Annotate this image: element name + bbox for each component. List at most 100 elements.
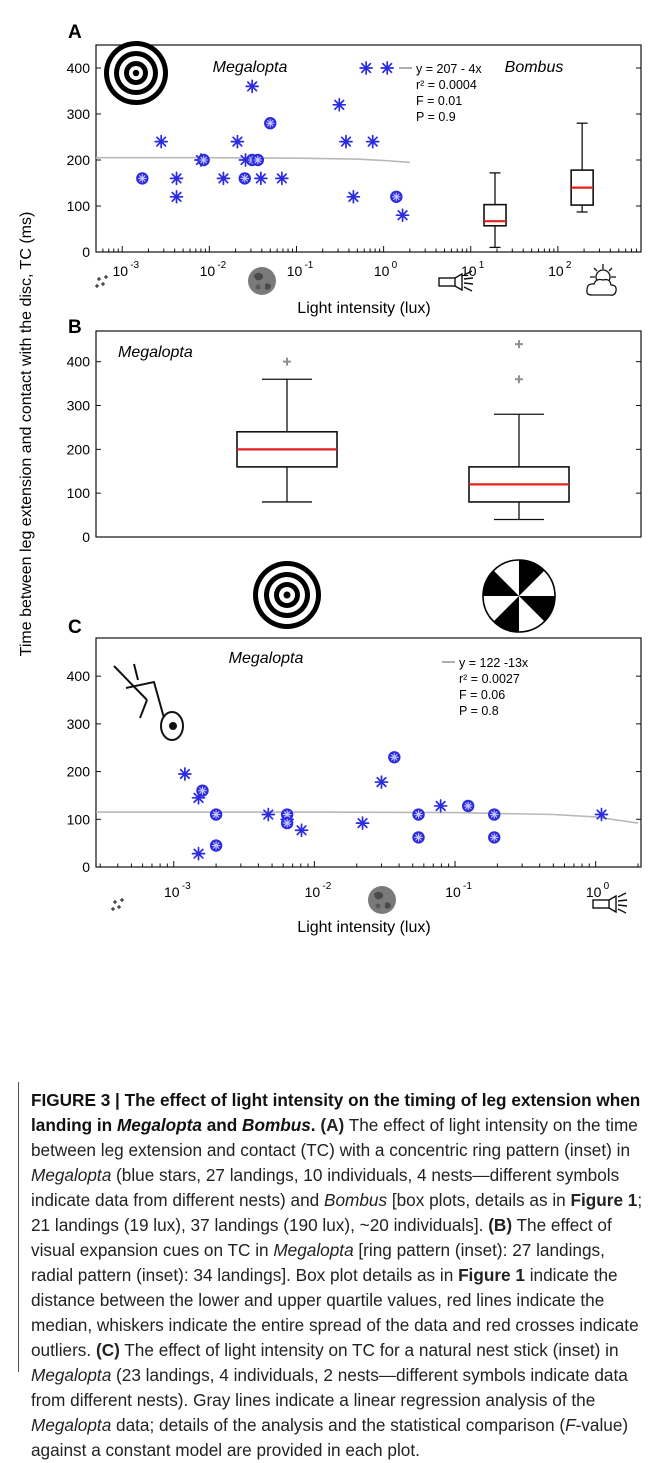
panel-a-xtick-exponent: 2 (566, 260, 572, 271)
panel-c-xtick-exponent: 0 (604, 881, 610, 892)
flashlight-icon (592, 892, 628, 914)
sun-icon (586, 264, 617, 296)
panel-a-xtick-exponent: 1 (479, 260, 485, 271)
panel-a-star-point (395, 208, 410, 223)
panel-c-xtick-exponent: -3 (182, 881, 191, 892)
panel-a-ytick-label: 200 (67, 152, 91, 168)
panel-c-regression-line (96, 811, 639, 824)
panel-c-species: Megalopta (229, 650, 304, 667)
panel-c-ytick-label: 400 (67, 668, 91, 684)
panel-b-ytick-label: 300 (67, 398, 91, 414)
panel-a-stat-r2: r² = 0.0004 (416, 78, 477, 92)
panel-a-species-left: Megalopta (213, 59, 288, 76)
panel-a-xtick-exponent: -1 (304, 260, 313, 271)
panel-a-star-point (169, 189, 184, 204)
panel-c-star-point (294, 823, 309, 838)
panel-c-stat-r2: r² = 0.0027 (459, 672, 520, 686)
figure-3: Time between leg extension and contact w… (18, 22, 642, 936)
panel-c-circle-point (209, 807, 223, 822)
panel-a-stat-eq: y = 207 - 4x (416, 62, 482, 76)
panel-a-star-point (154, 134, 169, 149)
panel-c-ytick-label: 300 (67, 716, 91, 732)
panel-c-xtick-label: 10 (164, 884, 180, 900)
panel-b: B 0 100 200 300 400 Megalopta (67, 317, 642, 633)
panel-c-star-point (433, 799, 448, 813)
panel-a-star-point (339, 134, 353, 149)
panel-c-star-point (355, 816, 370, 830)
panel-b-radial-outlier (515, 375, 523, 384)
panel-c-circle-point (209, 838, 223, 853)
panel-a-star-point (275, 171, 289, 186)
panel-b-ytick-label: 100 (67, 485, 91, 501)
panel-a-xtick-label: 10 (200, 263, 216, 279)
panel-c-y-axis: 0 100 200 300 400 (67, 668, 641, 875)
panel-a-ytick-label: 300 (67, 106, 91, 122)
panel-a-species-right: Bombus (505, 59, 564, 76)
panel-a-star-point (365, 134, 380, 149)
stars-icon (95, 275, 108, 288)
panel-c-xtick-exponent: -2 (322, 881, 331, 892)
panel-a-star-point (346, 189, 361, 204)
panel-b-ytick-label: 400 (67, 354, 91, 370)
panel-a-star-point (359, 61, 373, 75)
caption-title: FIGURE 3 | The effect of light intensity… (31, 1090, 641, 1135)
panel-a-circle-point (251, 153, 265, 167)
panel-c-circle-point (195, 783, 210, 798)
panel-a-y-axis: 0 100 200 300 400 (67, 60, 641, 260)
concentric-ring-icon (253, 561, 321, 629)
panel-a-xlabel: Light intensity (lux) (297, 300, 430, 317)
panel-a-xtick-label: 10 (461, 263, 477, 279)
panel-c-xlabel: Light intensity (lux) (297, 919, 430, 936)
panel-c-circle-point (487, 830, 501, 845)
panel-c-xtick-label: 10 (445, 884, 461, 900)
radial-pattern-icon (482, 559, 556, 633)
panel-a-star-point (332, 97, 347, 112)
panel-c-star-point (178, 767, 192, 781)
panel-a-ytick-label: 100 (67, 198, 91, 214)
panel-a-xtick-label: 10 (112, 263, 128, 279)
panel-c-star-point (261, 807, 276, 822)
panel-c-x-axis: 10 -3 10 -2 10 -1 10 0 (99, 861, 639, 900)
panel-c-label: C (68, 617, 82, 638)
panel-a-circle-point (389, 190, 404, 204)
panel-b-ytick-label: 0 (82, 529, 90, 545)
panel-b-label: B (68, 317, 82, 338)
panel-a-stat-f: F = 0.01 (416, 94, 462, 108)
panel-b-ring-outlier (283, 357, 291, 366)
panel-a-xtick-label: 10 (374, 263, 390, 279)
panel-a-circle-point (135, 171, 150, 186)
panel-c-ytick-label: 200 (67, 764, 91, 780)
panel-a-x-axis: 10 -3 10 -2 10 -1 10 0 10 1 10 2 (95, 246, 642, 279)
moon-icon (368, 886, 396, 914)
moon-icon (248, 267, 276, 295)
panel-a-star-point (245, 79, 260, 94)
panel-b-y-axis: 0 100 200 300 400 (67, 354, 641, 545)
panel-c-star-point (594, 807, 609, 822)
panel-c-xtick-exponent: -1 (463, 881, 472, 892)
panel-a-label: A (68, 22, 82, 43)
panel-c-points (178, 750, 609, 861)
stars-icon (111, 898, 124, 911)
caption-text: FIGURE 3 | The effect of light intensity… (31, 1090, 643, 1460)
panel-a-circle-point (196, 153, 211, 167)
panel-c-circle-point (461, 799, 475, 813)
panel-c-star-point (374, 775, 389, 789)
panel-c-ytick-label: 0 (82, 859, 90, 875)
panel-c-frame (95, 637, 642, 868)
panel-c-star-point (191, 846, 206, 861)
panel-a-xtick-exponent: -3 (130, 260, 139, 271)
panel-a-star-point (254, 171, 268, 186)
panel-a-frame (95, 44, 642, 253)
panel-a-regression-line (96, 156, 410, 164)
figure-caption: FIGURE 3 | The effect of light intensity… (18, 1082, 648, 1460)
panel-c-ytick-label: 100 (67, 811, 91, 827)
panel-a-bombus-box (483, 203, 507, 227)
panel-c-circle-point (487, 807, 501, 822)
panel-c-circle-point (411, 830, 426, 845)
panel-c-circle-point (280, 816, 294, 830)
panel-a-xtick-exponent: 0 (392, 260, 398, 271)
panel-a-star-point (230, 134, 245, 149)
panel-a-ytick-label: 0 (82, 244, 90, 260)
